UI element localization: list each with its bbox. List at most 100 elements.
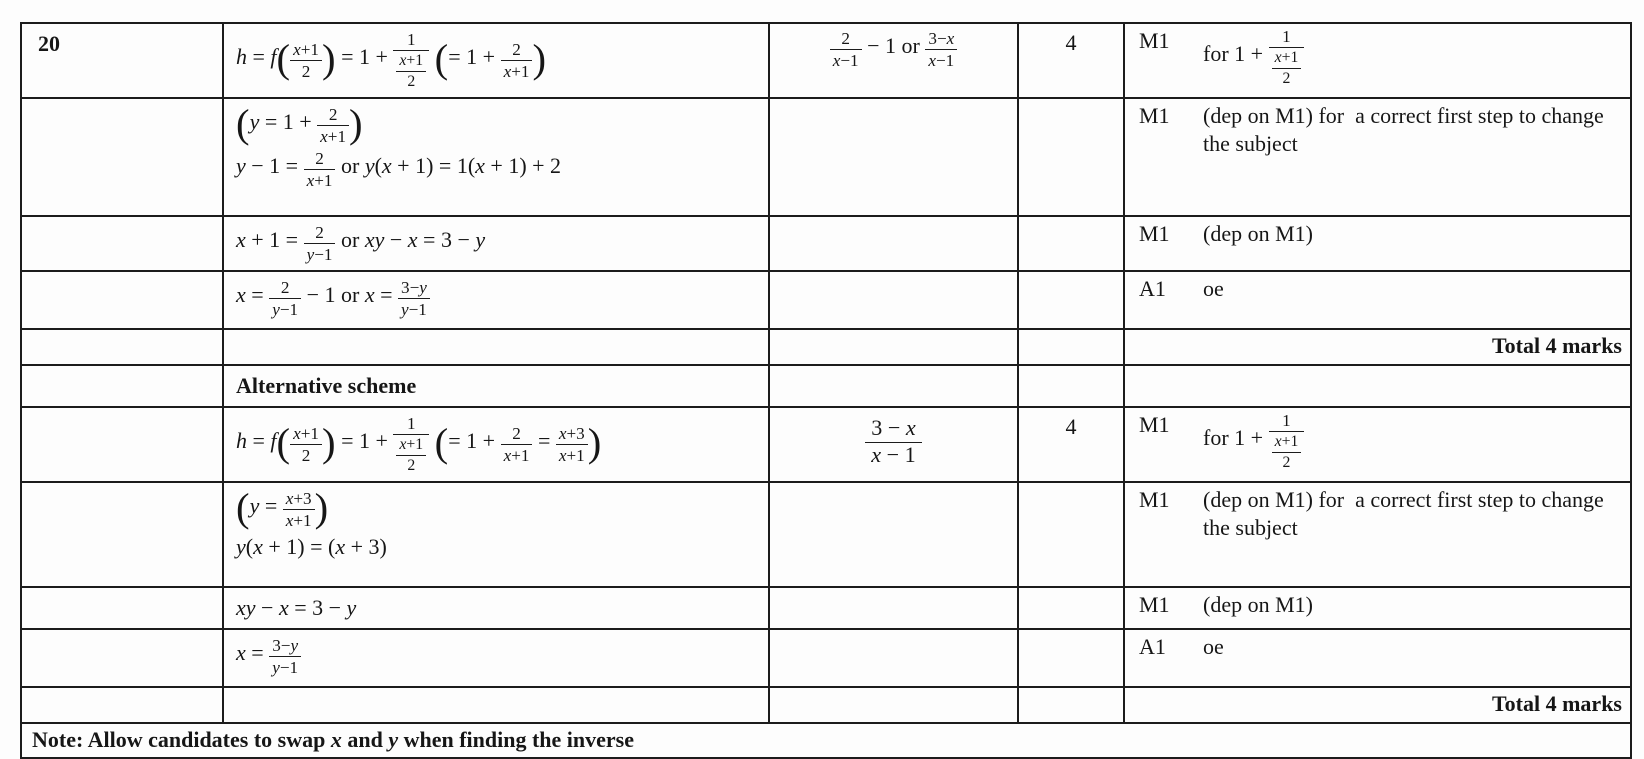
- answer-cell: 2 x−1 − 1 or 3−x x−1: [768, 22, 1019, 99]
- empty-mark-cell: [1017, 686, 1125, 724]
- big-paren: ): [314, 484, 329, 530]
- empty-answer-cell: [768, 686, 1019, 724]
- fraction: 3−y y−1: [269, 636, 302, 677]
- big-paren: (: [276, 35, 291, 81]
- footnote-cell: Note: Allow candidates to swap x and y w…: [20, 721, 1632, 759]
- big-paren: ): [587, 419, 602, 465]
- working-line: h = f(x+1 2) = 1 + 1 x+1 2 (= 1 + 2 x+1 = x+…: [236, 414, 602, 475]
- empty-mark-cell: [1017, 327, 1125, 366]
- answer-cell: [768, 269, 1019, 330]
- working-cell: Alternative scheme: [222, 363, 770, 409]
- fraction-numerator: 1: [393, 30, 430, 52]
- mark-cell: [1017, 628, 1125, 689]
- fraction-numerator: 3−x: [925, 29, 958, 51]
- mark-cell: 4: [1017, 406, 1125, 483]
- fraction-numerator: 3−y: [398, 278, 430, 300]
- fraction-denominator: x+1: [503, 62, 530, 82]
- fraction-numerator: x+3: [282, 489, 315, 510]
- notes-cell: M1 (dep on M1): [1123, 585, 1632, 631]
- fraction: x+1 2: [1271, 49, 1302, 87]
- big-paren: (: [236, 484, 250, 530]
- fraction-numerator: 3−y: [269, 636, 302, 658]
- mark-cell: 4: [1017, 22, 1125, 99]
- note-content: M1 for 1 + 1 x+1 2: [1139, 411, 1622, 472]
- notes-cell: M1 (dep on M1) for a correct first step t…: [1123, 480, 1632, 588]
- fraction: 3−y y−1: [398, 278, 430, 319]
- mark-code: M1: [1139, 486, 1170, 512]
- question-number-cell: [20, 363, 224, 409]
- note-text: (dep on M1) for a correct first step to …: [1203, 486, 1610, 541]
- fraction-denominator: 2: [1282, 69, 1291, 87]
- big-paren: (: [276, 419, 291, 465]
- fraction-denominator: 2: [301, 62, 311, 82]
- mark-scheme-table: 20 h = f(x+1 2) = 1 + 1 x+1 2 (= 1 + 2 x+1) 2 x…: [20, 22, 1632, 759]
- fraction-denominator: x+1: [320, 126, 347, 146]
- big-paren: (: [434, 35, 449, 81]
- fraction-numerator: x+1: [290, 40, 322, 62]
- mark-code: A1: [1139, 634, 1166, 660]
- scheme-row: x = 2 y−1 − 1 or x = 3−y y−1 A1 oe: [20, 269, 1632, 330]
- working-cell: x + 1 = 2 y−1 or xy − x = 3 − y: [222, 214, 770, 272]
- fraction-numerator: 2: [303, 149, 336, 171]
- notes-cell: M1 (dep on M1) for a correct first step t…: [1123, 96, 1632, 217]
- working-line: x = 2 y−1 − 1 or x = 3−y y−1: [236, 278, 760, 319]
- fraction: x+1 2: [396, 436, 427, 474]
- fraction-denominator: 2: [301, 446, 311, 466]
- fraction-numerator: 2: [500, 424, 533, 446]
- fraction-numerator: 3 − x: [865, 415, 922, 443]
- question-number-cell: [20, 96, 224, 217]
- notes-cell: [1123, 363, 1632, 409]
- note-text: (dep on M1): [1203, 220, 1313, 246]
- mark-cell: [1017, 480, 1125, 588]
- note-content: M1 (dep on M1) for a correct first step t…: [1139, 102, 1622, 159]
- working-line: (y = 1 + 2 x+1): [236, 100, 363, 146]
- mark-code: M1: [1139, 412, 1170, 438]
- big-paren: ): [322, 419, 336, 465]
- notes-cell: A1 oe: [1123, 628, 1632, 689]
- fraction-denominator: 2: [407, 72, 416, 90]
- fraction: 1 x+1 2: [393, 414, 430, 475]
- fraction: 1 x+1 2: [1268, 411, 1305, 472]
- scheme-row: xy − x = 3 − y M1 (dep on M1): [20, 585, 1632, 631]
- note-text: (dep on M1) for a correct first step to …: [1203, 102, 1610, 157]
- mark-code: A1: [1139, 275, 1166, 301]
- fraction-denominator: y−1: [401, 300, 427, 320]
- fraction-numerator: x+3: [555, 424, 588, 446]
- answer-cell: [768, 363, 1019, 409]
- fraction-numerator: 1: [393, 414, 430, 436]
- answer-cell: [768, 96, 1019, 217]
- question-number-cell: [20, 585, 224, 631]
- answer-cell: [768, 214, 1019, 272]
- mark-code: M1: [1139, 591, 1170, 617]
- working-line: x = 3−y y−1: [236, 636, 760, 677]
- big-paren: (: [236, 100, 250, 146]
- mark-scheme-table-body: 20 h = f(x+1 2) = 1 + 1 x+1 2 (= 1 + 2 x+1) 2 x…: [20, 22, 1632, 759]
- note-content: M1 (dep on M1): [1139, 220, 1622, 249]
- note-content: M1 (dep on M1): [1139, 591, 1622, 620]
- fraction: 2 x+1: [303, 149, 336, 190]
- mark-cell: [1017, 269, 1125, 330]
- empty-answer-cell: [768, 327, 1019, 366]
- fraction: 2 y−1: [269, 278, 302, 319]
- working-line: h = f(x+1 2) = 1 + 1 x+1 2 (= 1 + 2 x+1): [236, 30, 547, 90]
- working-line: y − 1 = 2 x+1 or y(x + 1) = 1(x + 1) + 2: [236, 148, 562, 191]
- big-paren: ): [532, 35, 547, 81]
- fraction-denominator: x+1: [558, 446, 585, 466]
- question-number-cell: [20, 269, 224, 330]
- working-line: (y = x+3 x+1): [236, 484, 329, 530]
- fraction-numerator: 2: [303, 223, 336, 244]
- answer-cell: [768, 585, 1019, 631]
- total-marks-cell: Total 4 marks: [1123, 686, 1632, 724]
- fraction-denominator: x+1 2: [1269, 48, 1305, 87]
- fraction-numerator: x+1: [1271, 433, 1302, 454]
- big-paren: (: [434, 419, 449, 465]
- question-number-cell: 20: [20, 22, 224, 99]
- note-text: (dep on M1): [1203, 591, 1313, 617]
- empty-question-cell: [20, 686, 224, 724]
- notes-cell: M1 for 1 + 1 x+1 2: [1123, 22, 1632, 99]
- question-number-cell: [20, 480, 224, 588]
- scheme-row: Alternative scheme: [20, 363, 1632, 409]
